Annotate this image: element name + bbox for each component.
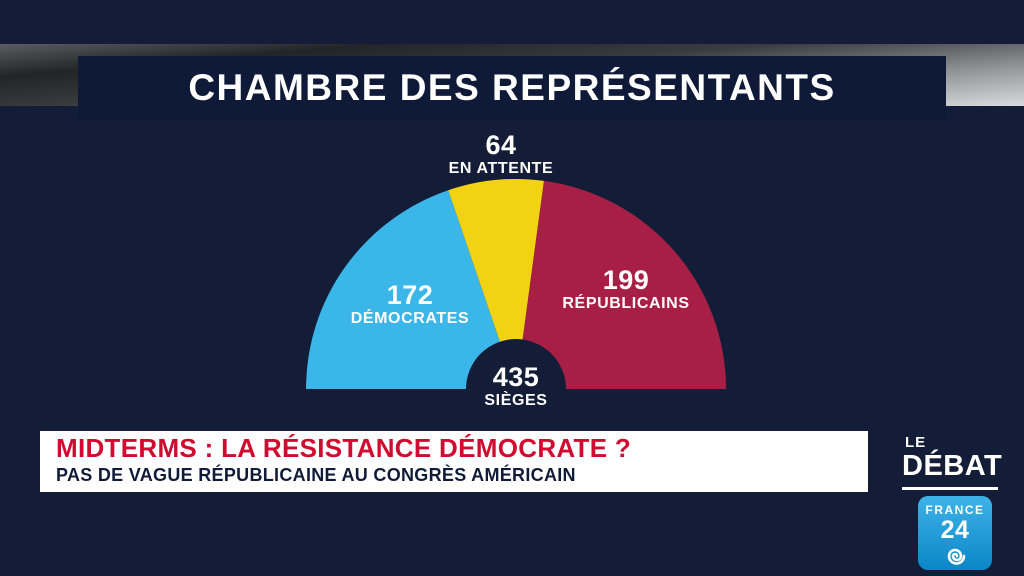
hemicycle-center-notch	[466, 339, 566, 389]
pending-name: EN ATTENTE	[448, 160, 554, 177]
label-total-seats: 435 SIÈGES	[484, 362, 547, 410]
democrats-name: DÉMOCRATES	[350, 310, 470, 327]
show-branding: LE DÉBAT	[902, 434, 1003, 490]
republicans-name: RÉPUBLICAINS	[562, 295, 690, 312]
title-banner: CHAMBRE DES REPRÉSENTANTS	[78, 56, 946, 120]
total-name: SIÈGES	[484, 392, 548, 409]
segment-en-attente	[448, 179, 544, 389]
hemicycle-svg	[306, 179, 726, 389]
lower-third-subheadline: PAS DE VAGUE RÉPUBLICAINE AU CONGRÈS AMÉ…	[56, 465, 576, 485]
democrats-value: 172	[386, 280, 434, 310]
show-branding-debat: DÉBAT	[902, 450, 1003, 482]
page-title: CHAMBRE DES REPRÉSENTANTS	[188, 67, 836, 108]
logo-24-text: 24	[940, 516, 970, 544]
segment-démocrates	[306, 190, 516, 389]
pending-value: 64	[485, 130, 517, 160]
show-branding-le: LE	[905, 434, 927, 451]
segment-républicains	[516, 180, 726, 389]
lower-third-banner: MIDTERMS : LA RÉSISTANCE DÉMOCRATE ? PAS…	[40, 431, 868, 492]
show-branding-underline	[902, 487, 998, 490]
label-pending: 64 EN ATTENTE	[449, 130, 554, 178]
hemicycle-chart: 64 EN ATTENTE 172 DÉMOCRATES 199 RÉPUBLI…	[301, 130, 731, 430]
logo-france-text: FRANCE	[925, 503, 985, 517]
total-value: 435	[492, 362, 540, 392]
label-republicans: 199 RÉPUBLICAINS	[562, 265, 689, 313]
france24-logo: FRANCE 24	[918, 496, 992, 570]
republicans-value: 199	[602, 265, 650, 295]
france24-swirl-icon	[947, 548, 966, 565]
lower-third-headline: MIDTERMS : LA RÉSISTANCE DÉMOCRATE ?	[56, 433, 632, 463]
label-democrats: 172 DÉMOCRATES	[351, 280, 470, 328]
